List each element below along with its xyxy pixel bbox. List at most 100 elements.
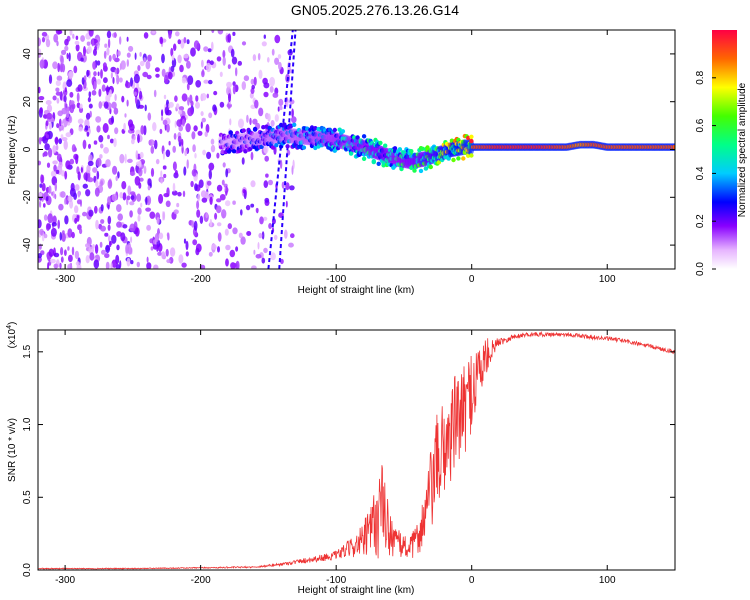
spectrogram-x-label: Height of straight line (km)	[298, 285, 415, 296]
noise-speckle	[108, 235, 111, 242]
ridge-core	[278, 122, 284, 128]
noise-speckle	[263, 34, 266, 39]
noise-speckle	[176, 202, 180, 208]
noise-speckle	[227, 33, 232, 43]
noise-speckle	[168, 30, 172, 39]
ridge-core	[420, 146, 425, 151]
noise-speckle	[225, 168, 229, 178]
noise-speckle	[203, 46, 209, 52]
noise-speckle	[201, 70, 205, 78]
noise-speckle	[107, 215, 112, 225]
noise-speckle	[77, 84, 83, 92]
noise-speckle	[278, 61, 282, 70]
noise-speckle	[98, 88, 102, 97]
noise-speckle	[279, 159, 283, 169]
noise-speckle	[114, 32, 117, 38]
noise-speckle	[169, 247, 176, 257]
noise-speckle	[83, 46, 86, 56]
noise-speckle	[185, 240, 189, 251]
noise-speckle	[105, 261, 110, 269]
noise-speckle	[193, 40, 200, 50]
noise-speckle	[48, 122, 53, 130]
ridge-core	[313, 126, 318, 131]
noise-speckle	[93, 80, 97, 90]
noise-speckle	[148, 139, 155, 147]
noise-speckle	[80, 167, 83, 173]
noise-speckle	[77, 118, 84, 125]
noise-speckle	[50, 170, 57, 178]
noise-speckle	[116, 231, 122, 237]
noise-speckle	[250, 203, 255, 208]
noise-speckle	[104, 232, 109, 237]
noise-speckle	[121, 95, 125, 103]
noise-speckle	[38, 243, 42, 250]
noise-speckle	[229, 118, 232, 126]
noise-speckle	[61, 137, 68, 142]
noise-speckle	[196, 209, 201, 218]
noise-speckle	[98, 101, 103, 109]
noise-speckle	[222, 56, 226, 66]
noise-speckle	[213, 90, 218, 96]
noise-speckle	[208, 79, 213, 85]
noise-speckle	[258, 107, 264, 117]
noise-speckle	[57, 219, 60, 229]
noise-speckle	[94, 187, 100, 197]
chart-title: GN05.2025.276.13.26.G14	[290, 2, 460, 18]
x-tick-label: -300	[55, 274, 75, 285]
noise-speckle	[152, 244, 159, 250]
noise-speckle	[42, 152, 45, 158]
noise-speckle	[88, 246, 94, 255]
noise-speckle	[174, 170, 178, 175]
noise-speckle	[222, 50, 226, 59]
noise-speckle	[80, 57, 84, 62]
noise-speckle	[117, 50, 121, 57]
noise-speckle	[240, 209, 243, 216]
noise-speckle	[85, 112, 91, 120]
noise-speckle	[170, 47, 174, 57]
noise-speckle	[67, 246, 70, 251]
noise-speckle	[183, 166, 187, 176]
ridge-core	[397, 147, 403, 152]
colorbar-gradient	[712, 30, 737, 269]
noise-speckle	[145, 60, 151, 70]
noise-speckle	[285, 200, 288, 208]
noise-speckle	[82, 183, 89, 189]
noise-speckle	[228, 93, 231, 103]
noise-speckle	[264, 197, 270, 203]
snr-line	[38, 330, 675, 570]
noise-speckle	[154, 233, 160, 242]
noise-speckle	[100, 219, 105, 224]
noise-speckle	[195, 247, 200, 256]
noise-speckle	[155, 158, 160, 165]
noise-speckle	[156, 217, 160, 225]
noise-speckle	[277, 106, 280, 112]
noise-speckle	[225, 244, 231, 251]
noise-speckle	[190, 47, 196, 57]
noise-speckle	[109, 138, 114, 144]
noise-speckle	[235, 246, 239, 252]
noise-speckle	[137, 65, 141, 72]
noise-speckle	[60, 55, 64, 65]
noise-speckle	[87, 97, 91, 103]
noise-speckle	[53, 263, 59, 269]
noise-speckle	[142, 71, 149, 78]
noise-speckle	[112, 165, 118, 175]
noise-speckle	[86, 41, 91, 46]
noise-speckle	[177, 39, 182, 45]
noise-speckle	[186, 159, 189, 169]
noise-speckle	[263, 82, 270, 89]
noise-speckle	[111, 234, 117, 244]
ridge-core	[378, 140, 383, 146]
noise-speckle	[47, 262, 50, 269]
ridge-core	[292, 122, 297, 128]
noise-speckle	[221, 179, 225, 186]
noise-speckle	[107, 134, 110, 140]
x-tick-label: 0	[469, 575, 475, 586]
noise-speckle	[140, 202, 143, 208]
noise-speckle	[182, 190, 186, 197]
snr-background	[38, 330, 675, 570]
noise-speckle	[55, 87, 60, 93]
noise-speckle	[176, 119, 182, 127]
noise-speckle	[269, 85, 274, 93]
noise-speckle	[203, 79, 209, 84]
